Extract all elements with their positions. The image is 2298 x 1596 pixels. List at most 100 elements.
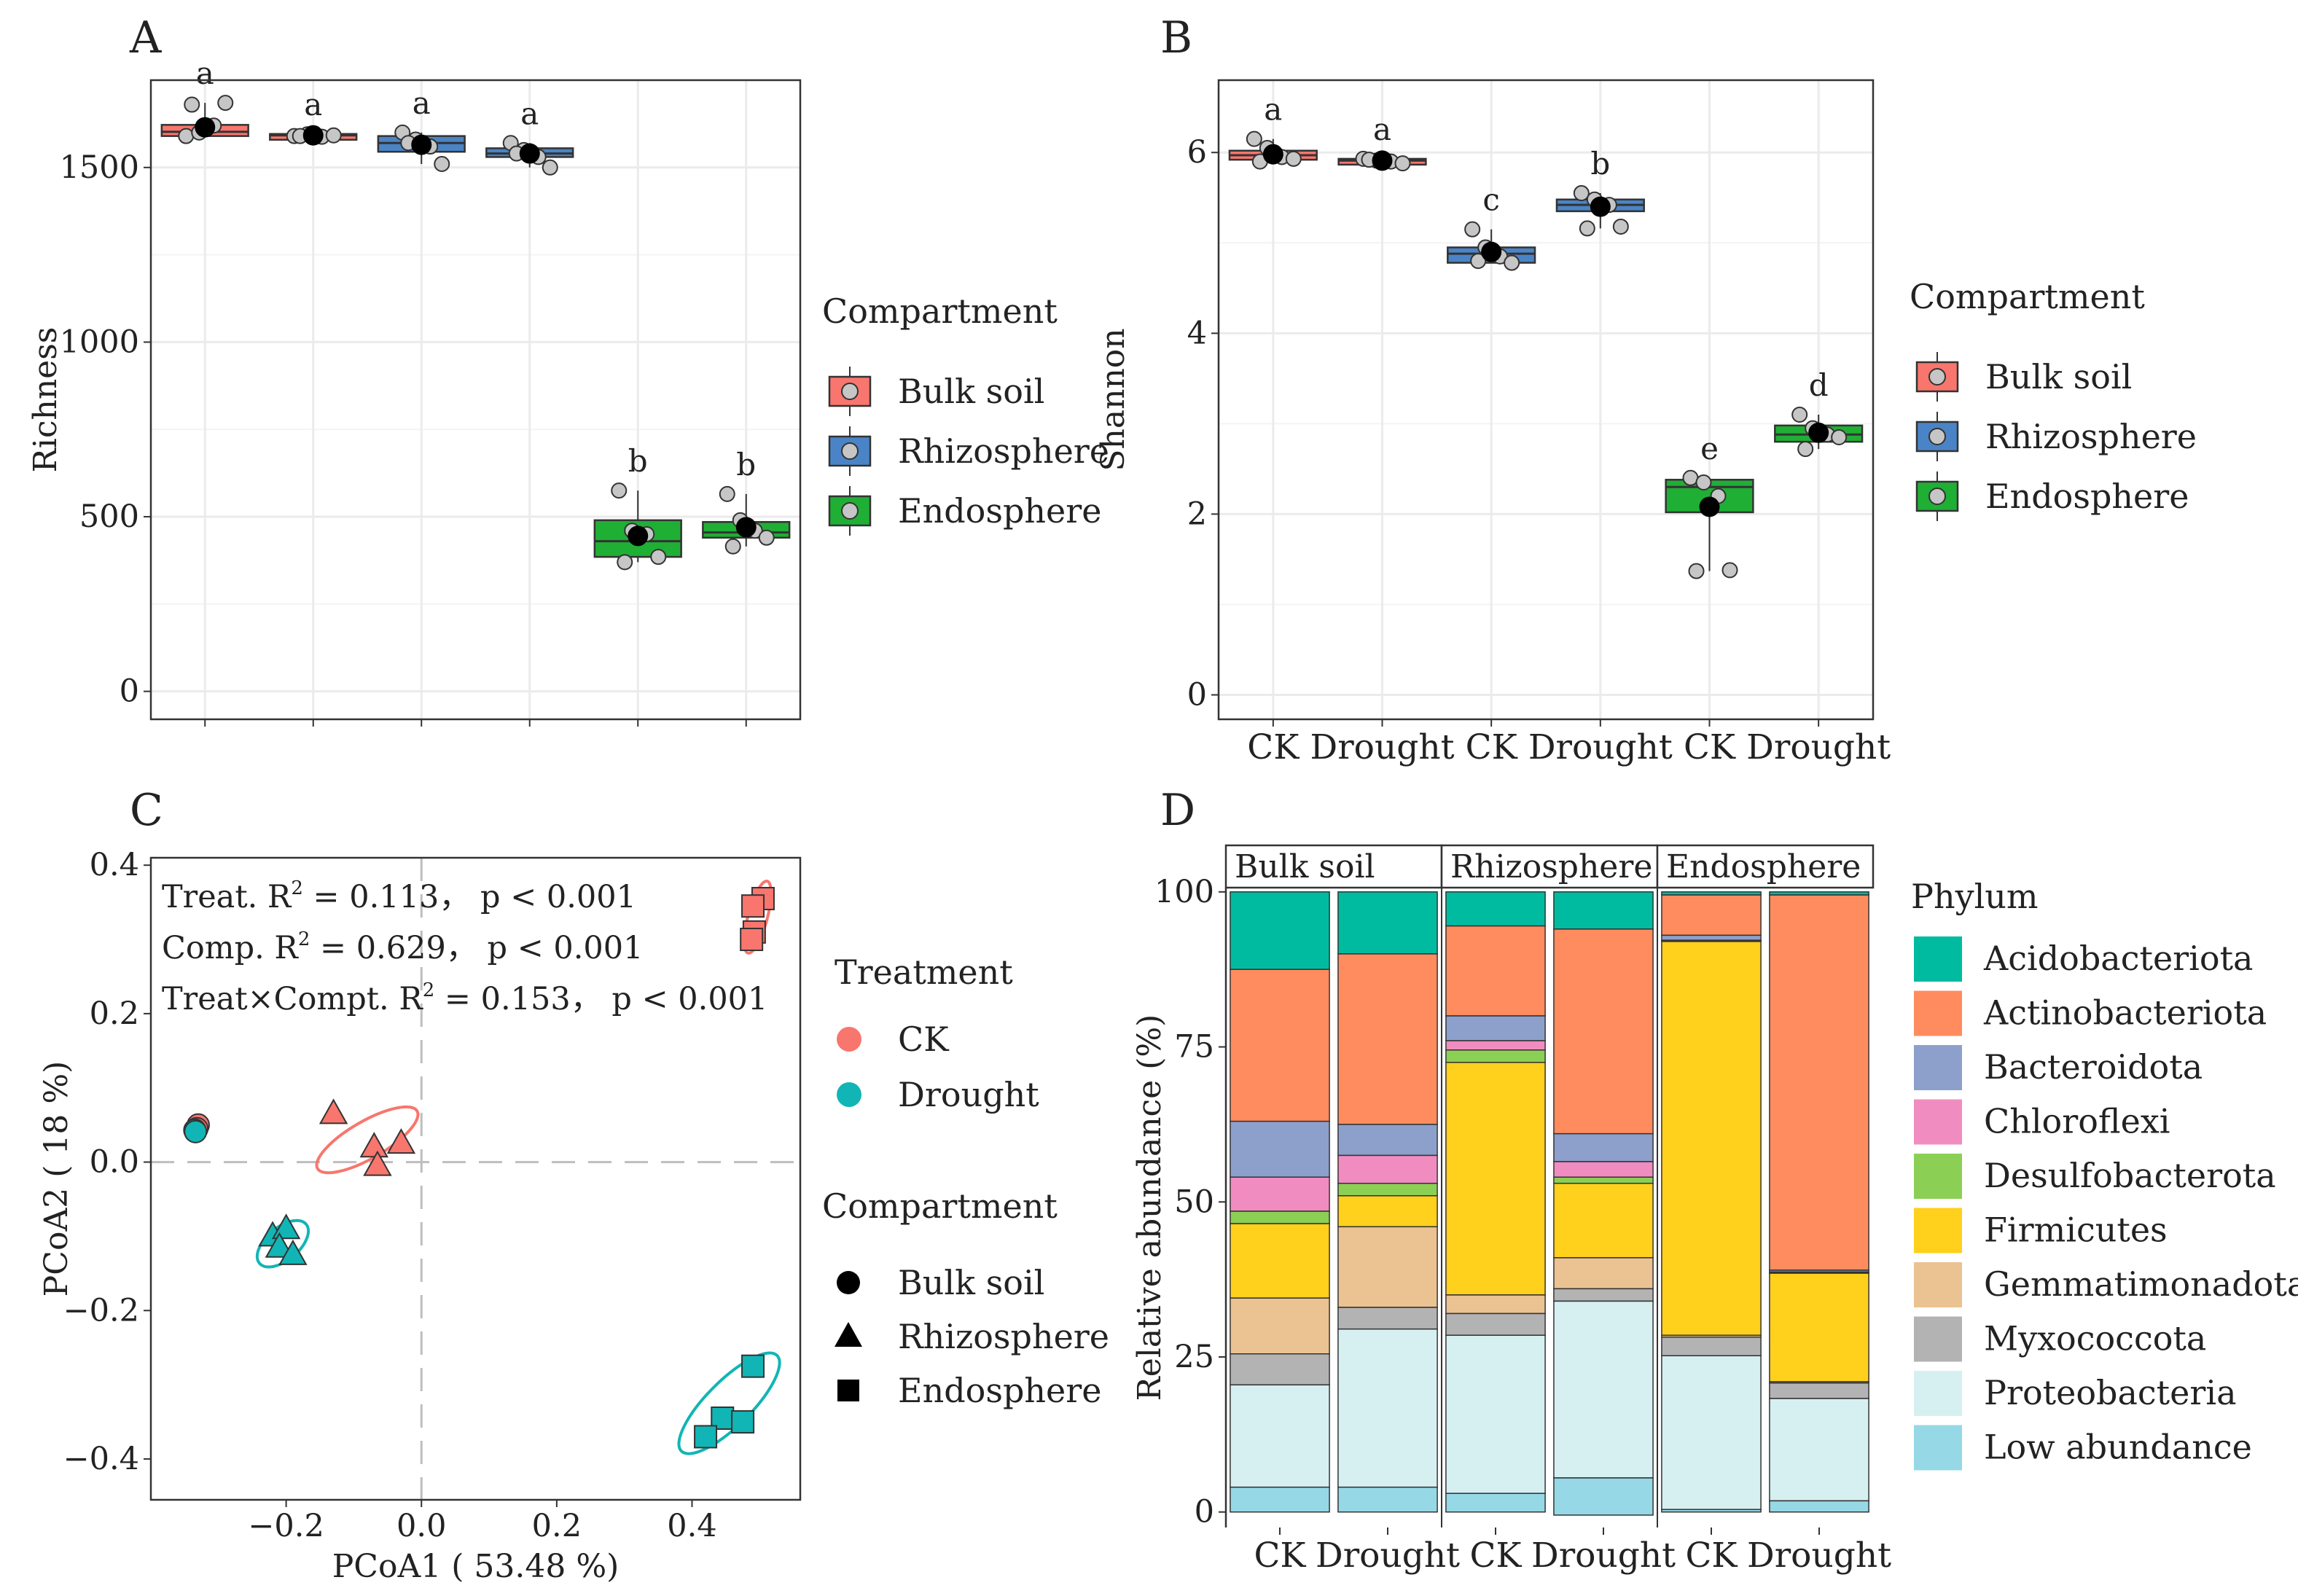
stacked-bar-segment bbox=[1769, 1500, 1869, 1513]
y-tick-label: 0 bbox=[1187, 677, 1207, 713]
stacked-bar-segment bbox=[1553, 1182, 1654, 1259]
stacked-bar-segment bbox=[1230, 1353, 1330, 1386]
legend-key-point bbox=[841, 383, 859, 400]
plot-border bbox=[1217, 79, 1875, 721]
jitter-point bbox=[1573, 185, 1590, 202]
mean-point bbox=[519, 143, 540, 164]
stats-line: Treat. R2 = 0.113， p < 0.001 bbox=[162, 877, 636, 915]
jitter-point bbox=[1579, 220, 1595, 237]
y-tick-label: 0.4 bbox=[90, 847, 139, 883]
facet-strip bbox=[1224, 844, 1443, 889]
y-tick-label: 6 bbox=[1187, 134, 1207, 171]
pcoa-point-triangle bbox=[278, 1239, 308, 1265]
x-tick-label: Drought bbox=[1528, 727, 1673, 767]
x-tick-label: Drought bbox=[1747, 1536, 1891, 1576]
significance-letter: b bbox=[1590, 146, 1610, 181]
pcoa-point-square bbox=[741, 894, 765, 918]
stacked-bar-segment bbox=[1661, 1355, 1762, 1511]
panel-letter-a: A bbox=[129, 12, 162, 63]
legend-swatch bbox=[1914, 1045, 1962, 1090]
mean-point bbox=[411, 134, 432, 155]
x-tick-label: CK bbox=[1466, 727, 1518, 767]
jitter-point bbox=[1470, 253, 1487, 270]
plot-border bbox=[149, 79, 802, 721]
jitter-point bbox=[1791, 406, 1808, 423]
stacked-bar-segment bbox=[1661, 1509, 1762, 1513]
jitter-point bbox=[1504, 254, 1520, 271]
legend-label: Bulk soil bbox=[898, 372, 1044, 411]
stacked-bar-segment bbox=[1337, 1124, 1438, 1157]
legend-title-phylum: Phylum bbox=[1911, 877, 2039, 916]
legend-label: Low abundance bbox=[1984, 1428, 2252, 1467]
pcoa-point-square bbox=[731, 1410, 755, 1434]
stacked-bar-segment bbox=[1337, 953, 1438, 1125]
stats-text: = 0.113， p < 0.001 bbox=[303, 879, 636, 915]
jitter-point bbox=[1612, 218, 1629, 235]
stacked-bar-segment bbox=[1553, 928, 1654, 1135]
jitter-point bbox=[617, 554, 633, 571]
pcoa-point-square bbox=[740, 928, 764, 952]
pcoa-point-circle bbox=[184, 1119, 208, 1143]
legend-label: Bacteroidota bbox=[1984, 1047, 2203, 1087]
legend-label: Acidobacteriota bbox=[1983, 939, 2253, 978]
y-axis-title: PCoA2 ( 18 %) bbox=[38, 1061, 75, 1297]
jitter-point bbox=[1464, 221, 1481, 238]
legend-label: Endosphere bbox=[898, 491, 1101, 531]
legend-swatch bbox=[1914, 990, 1962, 1036]
stacked-bar-segment bbox=[1445, 1049, 1546, 1063]
legend-swatch bbox=[1914, 1099, 1962, 1145]
legend-label: Actinobacteriota bbox=[1983, 993, 2267, 1033]
stacked-bar-segment bbox=[1553, 1288, 1654, 1302]
stacked-bar-segment bbox=[1445, 1015, 1546, 1041]
stats-superscript: 2 bbox=[423, 979, 435, 1001]
mean-point bbox=[628, 525, 649, 547]
stacked-bar-segment bbox=[1230, 1486, 1330, 1513]
x-tick-label: Drought bbox=[1316, 1536, 1460, 1576]
stacked-bar-segment bbox=[1661, 894, 1762, 936]
jitter-point bbox=[1695, 474, 1712, 491]
stacked-bar-segment bbox=[1445, 1040, 1546, 1051]
stats-line: Comp. R2 = 0.629， p < 0.001 bbox=[162, 928, 644, 966]
legend-key-point bbox=[1928, 488, 1946, 505]
jitter-point bbox=[325, 127, 342, 144]
jitter-point bbox=[758, 529, 775, 546]
x-axis-title: PCoA1 ( 53.48 %) bbox=[332, 1548, 620, 1585]
jitter-point bbox=[1285, 150, 1302, 167]
stacked-bar-segment bbox=[1445, 1334, 1546, 1494]
stats-text: = 0.153， p < 0.001 bbox=[434, 981, 767, 1017]
stacked-bar-segment bbox=[1337, 1328, 1438, 1488]
significance-letter: c bbox=[1482, 182, 1500, 218]
stacked-bar-segment bbox=[1337, 1486, 1438, 1513]
stacked-bar-segment bbox=[1769, 894, 1869, 1271]
stacked-bar-segment bbox=[1553, 1257, 1654, 1290]
plot-background bbox=[151, 858, 800, 1500]
y-axis-title: Shannon bbox=[1095, 328, 1132, 471]
legend-swatch bbox=[1914, 1371, 1962, 1416]
pcoa-point-square bbox=[694, 1425, 718, 1449]
panel-b-shannon-boxplot: 0 2 4 6 a CK a Drought c CK b Drought e CK d Drought Sha… bbox=[1095, 79, 1891, 767]
jitter-point bbox=[1688, 563, 1705, 579]
jitter-point bbox=[1394, 155, 1411, 172]
legend-label: Chloroflexi bbox=[1984, 1102, 2170, 1141]
jitter-point bbox=[611, 482, 628, 499]
legend-swatch bbox=[1914, 936, 1962, 982]
jitter-point bbox=[1831, 429, 1848, 445]
legend-phylum: Phylum Acidobacteriota Actinobacteriota Bac… bbox=[1911, 877, 2298, 1471]
pcoa-point-triangle bbox=[386, 1128, 416, 1154]
y-tick-label: 100 bbox=[1154, 874, 1214, 910]
stacked-bar-segment bbox=[1661, 941, 1762, 1336]
pcoa-point-triangle bbox=[363, 1150, 392, 1176]
stacked-bar-segment bbox=[1661, 934, 1762, 941]
legend-swatch bbox=[1914, 1208, 1962, 1253]
mean-point bbox=[735, 517, 757, 538]
y-tick-label: 0 bbox=[120, 673, 139, 710]
stacked-bar-segment bbox=[1337, 1226, 1438, 1308]
panel-letter-c: C bbox=[130, 785, 163, 836]
significance-letter: a bbox=[413, 85, 431, 121]
jitter-point bbox=[1682, 469, 1699, 486]
legend-label: Desulfobacterota bbox=[1984, 1156, 2276, 1195]
legend-label: Bulk soil bbox=[898, 1263, 1044, 1302]
y-tick-label: 4 bbox=[1187, 315, 1207, 351]
stacked-bar-segment bbox=[1337, 891, 1438, 955]
